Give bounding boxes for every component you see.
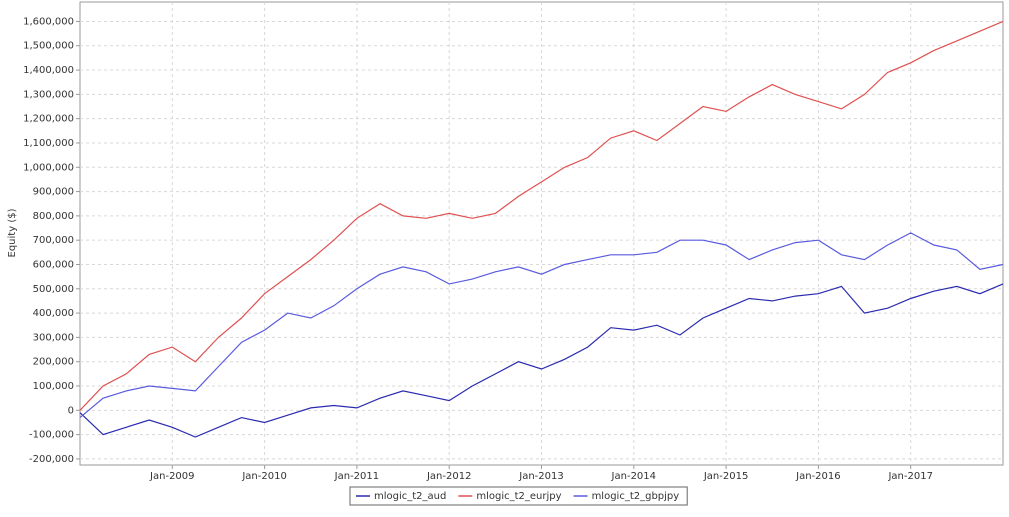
legend-label: mlogic_t2_aud [374, 491, 446, 502]
y-tick-label: 1,100,000 [23, 138, 74, 149]
x-tick-label: Jan-2015 [703, 471, 748, 482]
y-tick-label: 1,000,000 [23, 162, 74, 173]
series-line [79, 232, 1004, 419]
y-tick-label: 200,000 [33, 357, 74, 368]
y-tick-label: 400,000 [33, 308, 74, 319]
y-tick-label: 1,500,000 [23, 41, 74, 52]
x-tick-label: Jan-2011 [334, 471, 379, 482]
y-tick-label: 800,000 [33, 211, 74, 222]
y-tick-label: 900,000 [33, 187, 74, 198]
y-tick-label: 500,000 [33, 284, 74, 295]
y-tick-label: 700,000 [33, 235, 74, 246]
y-tick-label: 0 [68, 405, 74, 416]
plot-area [79, 1, 1004, 466]
y-tick-label: 600,000 [33, 259, 74, 270]
x-tick-label: Jan-2017 [887, 471, 932, 482]
y-tick-label: 1,600,000 [23, 16, 74, 27]
legend: mlogic_t2_aud mlogic_t2_eurjpy mlogic_t2_g… [349, 486, 688, 506]
x-tick-label: Jan-2013 [518, 471, 563, 482]
y-tick-label: -200,000 [29, 454, 74, 465]
legend-label: mlogic_t2_gbpjpy [592, 491, 680, 502]
y-tick-label: 1,200,000 [23, 114, 74, 125]
y-axis-label: Equity ($) [7, 208, 18, 257]
y-tick-label: 300,000 [33, 332, 74, 343]
legend-box [349, 486, 688, 506]
y-tick-label: -100,000 [29, 430, 74, 441]
series-line [79, 20, 1004, 411]
x-tick-label: Jan-2014 [611, 471, 656, 482]
x-tick-label: Jan-2016 [795, 471, 840, 482]
y-tick-label: 1,300,000 [23, 89, 74, 100]
x-tick-label: Jan-2012 [426, 471, 471, 482]
x-tick-label: Jan-2010 [241, 471, 286, 482]
x-tick-label: Jan-2009 [149, 471, 194, 482]
legend-label: mlogic_t2_eurjpy [476, 491, 561, 502]
y-tick-label: 100,000 [33, 381, 74, 392]
series-line [79, 283, 1004, 438]
y-tick-label: 1,400,000 [23, 65, 74, 76]
